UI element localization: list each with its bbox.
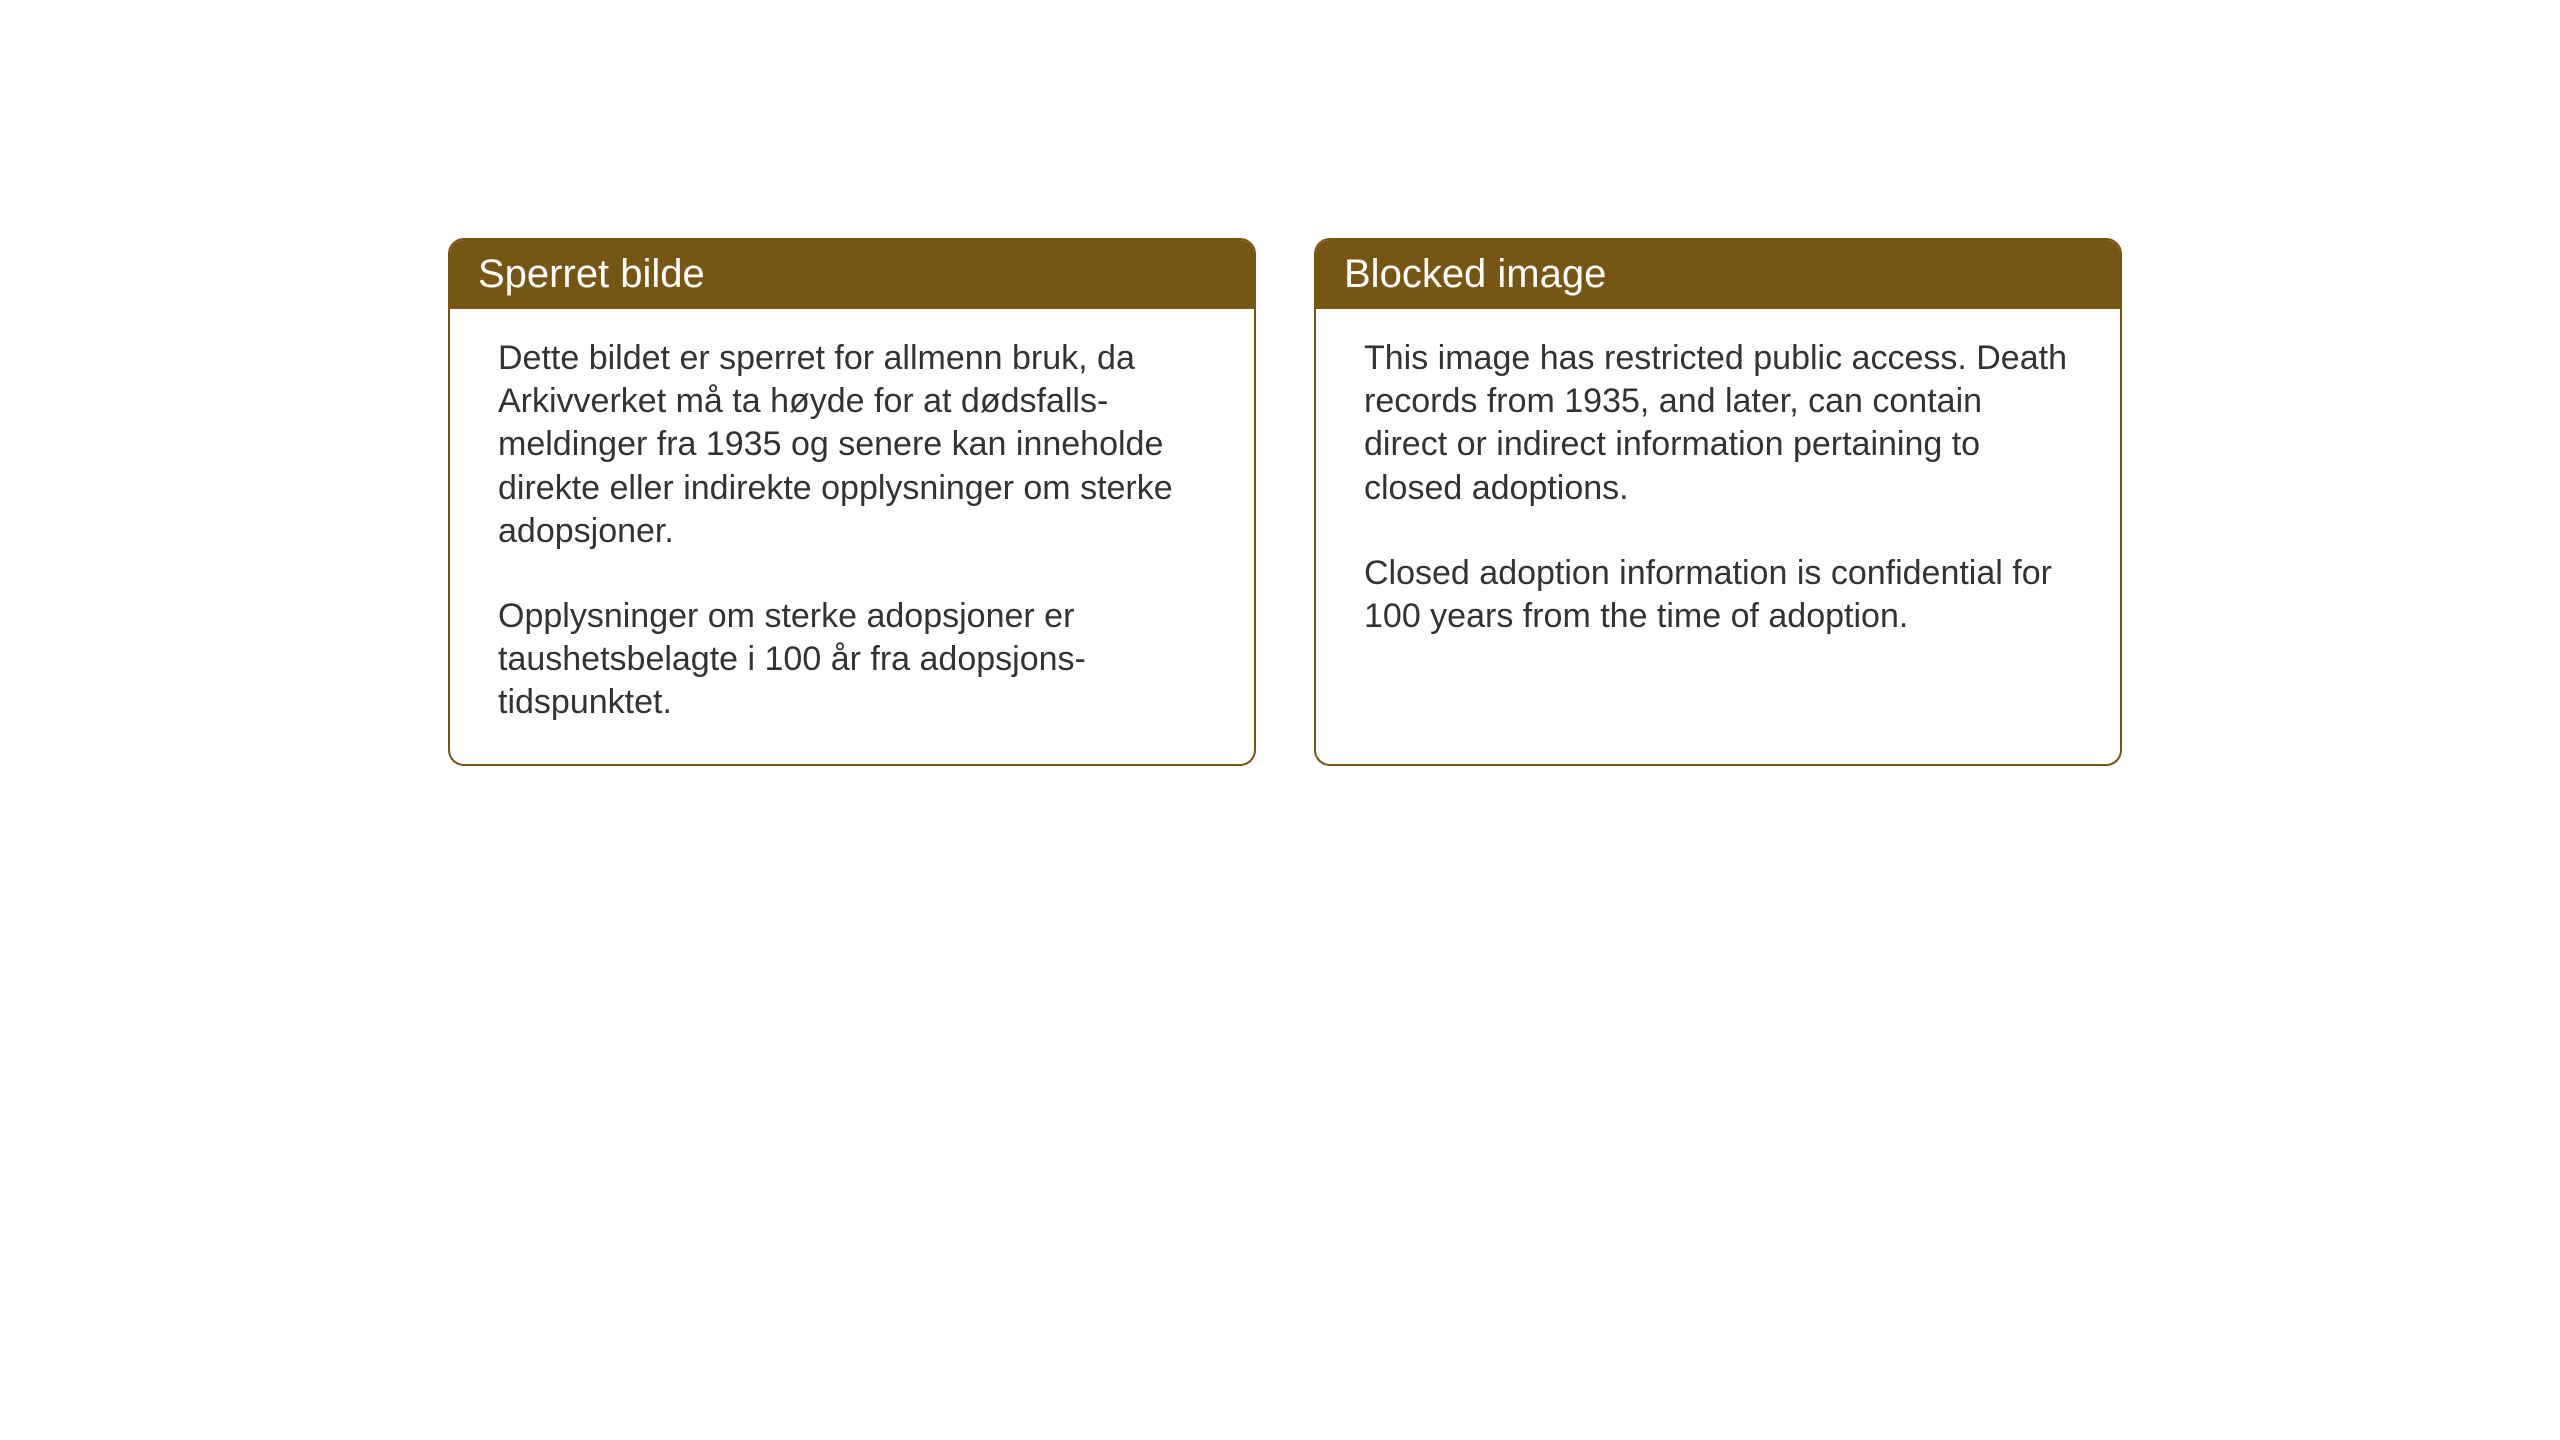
english-paragraph-1: This image has restricted public access.… <box>1364 337 2072 510</box>
notice-container: Sperret bilde Dette bildet er sperret fo… <box>448 238 2122 766</box>
english-notice-card: Blocked image This image has restricted … <box>1314 238 2122 766</box>
norwegian-paragraph-1: Dette bildet er sperret for allmenn bruk… <box>498 337 1206 553</box>
norwegian-paragraph-2: Opplysninger om sterke adopsjoner er tau… <box>498 595 1206 725</box>
english-card-title: Blocked image <box>1316 240 2120 309</box>
norwegian-notice-card: Sperret bilde Dette bildet er sperret fo… <box>448 238 1256 766</box>
english-paragraph-2: Closed adoption information is confident… <box>1364 552 2072 638</box>
norwegian-card-title: Sperret bilde <box>450 240 1254 309</box>
english-card-body: This image has restricted public access.… <box>1316 309 2120 678</box>
norwegian-card-body: Dette bildet er sperret for allmenn bruk… <box>450 309 1254 764</box>
